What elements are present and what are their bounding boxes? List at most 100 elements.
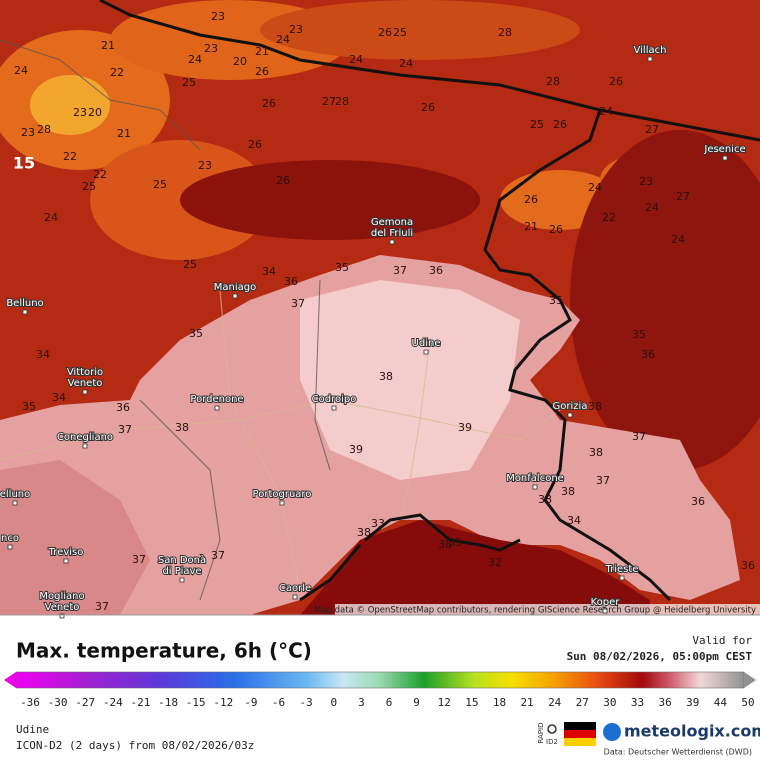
temperature-label: 37	[95, 600, 109, 613]
temperature-label: 25	[183, 258, 197, 271]
temperature-label: 27	[322, 95, 336, 108]
temperature-label: 25	[393, 26, 407, 39]
temperature-label: 36	[641, 348, 655, 361]
colorbar-tick-label: 33	[631, 696, 644, 709]
temperature-label: 38	[588, 400, 602, 413]
colorbar-tick-label: -21	[131, 696, 151, 709]
city-label: Jesenice	[703, 144, 745, 155]
colorbar-tick-label: -3	[300, 696, 313, 709]
valid-time: Sun 08/02/2026, 05:00pm CEST	[567, 650, 753, 663]
temperature-label: 34	[52, 391, 66, 404]
temperature-label: 26	[248, 138, 262, 151]
city-label: del Friuli	[371, 228, 413, 239]
temperature-label: 37	[132, 553, 146, 566]
temperature-label: 23	[211, 10, 225, 23]
temperature-label: 35	[549, 294, 563, 307]
colorbar-tick-label: 44	[714, 696, 728, 709]
temperature-label: 36	[284, 275, 298, 288]
temperature-label: 26	[262, 97, 276, 110]
temperature-label: 38	[438, 538, 452, 551]
title: Max. temperature, 6h (°C)	[16, 639, 312, 663]
city-marker	[619, 575, 625, 581]
temperature-label: 36	[691, 495, 705, 508]
city-label: Portogruaro	[253, 489, 312, 500]
temperature-label: 21	[117, 127, 131, 140]
city-label: elluno	[0, 489, 30, 500]
colorbar-tick-label: 12	[438, 696, 451, 709]
colorbar-tick-label: -9	[244, 696, 257, 709]
city-label: di Piave	[162, 566, 201, 577]
temperature-label: 26	[524, 193, 538, 206]
city-label: San Donà	[158, 554, 206, 566]
city-marker	[7, 544, 13, 550]
temperature-label: 35	[632, 328, 646, 341]
temperature-label: 37	[632, 430, 646, 443]
city-label: Veneto	[68, 378, 103, 389]
temperature-label: 21	[101, 39, 115, 52]
attribution: Map data © OpenStreetMap contributors, r…	[314, 606, 756, 616]
city-marker	[722, 155, 728, 161]
temperature-label: 23	[289, 23, 303, 36]
city-label: Treviso	[48, 547, 84, 558]
city-label: Gorizia	[553, 401, 588, 412]
city-marker	[423, 349, 429, 355]
city-marker	[331, 405, 337, 411]
colorbar-tick-label: -12	[213, 696, 233, 709]
brand-logo	[603, 723, 621, 741]
colorbar-tick-label: 3	[358, 696, 365, 709]
colorbar-tick-label: 36	[659, 696, 672, 709]
city-label: Codroipo	[312, 394, 357, 405]
colorbar-tick-label: 18	[493, 696, 506, 709]
temperature-label: 27	[676, 190, 690, 203]
temperature-label: 26	[553, 118, 567, 131]
city-label: Mogliano	[39, 591, 84, 602]
temperature-label: 20	[233, 55, 247, 68]
temperature-label: 22	[110, 66, 124, 79]
temperature-label: 24	[645, 201, 659, 214]
temperature-label: 35	[189, 327, 203, 340]
city-label: Villach	[634, 45, 667, 56]
colorbar-tick-label: 15	[465, 696, 478, 709]
temperature-label: 25	[153, 178, 167, 191]
temperature-label: 35	[448, 536, 462, 549]
colorbar-tick-label: 30	[603, 696, 616, 709]
temperature-label: 24	[14, 64, 28, 77]
city-marker	[292, 594, 298, 600]
search-icon	[547, 724, 557, 734]
temperature-label: 24	[44, 211, 58, 224]
temperature-label: 26	[378, 26, 392, 39]
city-label: Maniago	[214, 282, 256, 293]
temperature-label: 28	[37, 123, 51, 136]
temperature-label: 25	[182, 76, 196, 89]
temperature-label: 26	[255, 65, 269, 78]
id2-label: ID2	[546, 738, 558, 746]
temperature-label: 21	[255, 45, 269, 58]
city-marker	[567, 412, 573, 418]
temperature-label: 27	[645, 123, 659, 136]
temperature-label: 24	[599, 105, 613, 118]
temperature-label: 38	[379, 370, 393, 383]
colorbar	[4, 671, 756, 689]
city-label: Vittorio	[67, 367, 103, 378]
temperature-label: 36	[741, 559, 755, 572]
temperature-label: 38	[589, 446, 603, 459]
colorbar-tick-label: 6	[386, 696, 393, 709]
temperature-label: 33	[371, 517, 385, 530]
temperature-label: 26	[421, 101, 435, 114]
city-marker	[179, 577, 185, 583]
temperature-label: 23	[21, 126, 35, 139]
city-marker	[59, 613, 65, 619]
colorbar-ticks: -36 -30 -27 -24 -21 -18 -15 -12 -9 -6 -3 0 3 6 9 12 15 18…	[20, 696, 755, 709]
city-marker	[63, 558, 69, 564]
colorbar-tick-label: -30	[48, 696, 68, 709]
temperature-label: 37	[393, 264, 407, 277]
temperature-label: 24	[188, 53, 202, 66]
city-marker	[214, 405, 220, 411]
colorbar-tick-label: 50	[741, 696, 754, 709]
temperature-label: 37	[211, 549, 225, 562]
temperature-label: 24	[399, 57, 413, 70]
temperature-label: 34	[262, 265, 276, 278]
city-marker	[532, 484, 538, 490]
temperature-label: 24	[671, 233, 685, 246]
